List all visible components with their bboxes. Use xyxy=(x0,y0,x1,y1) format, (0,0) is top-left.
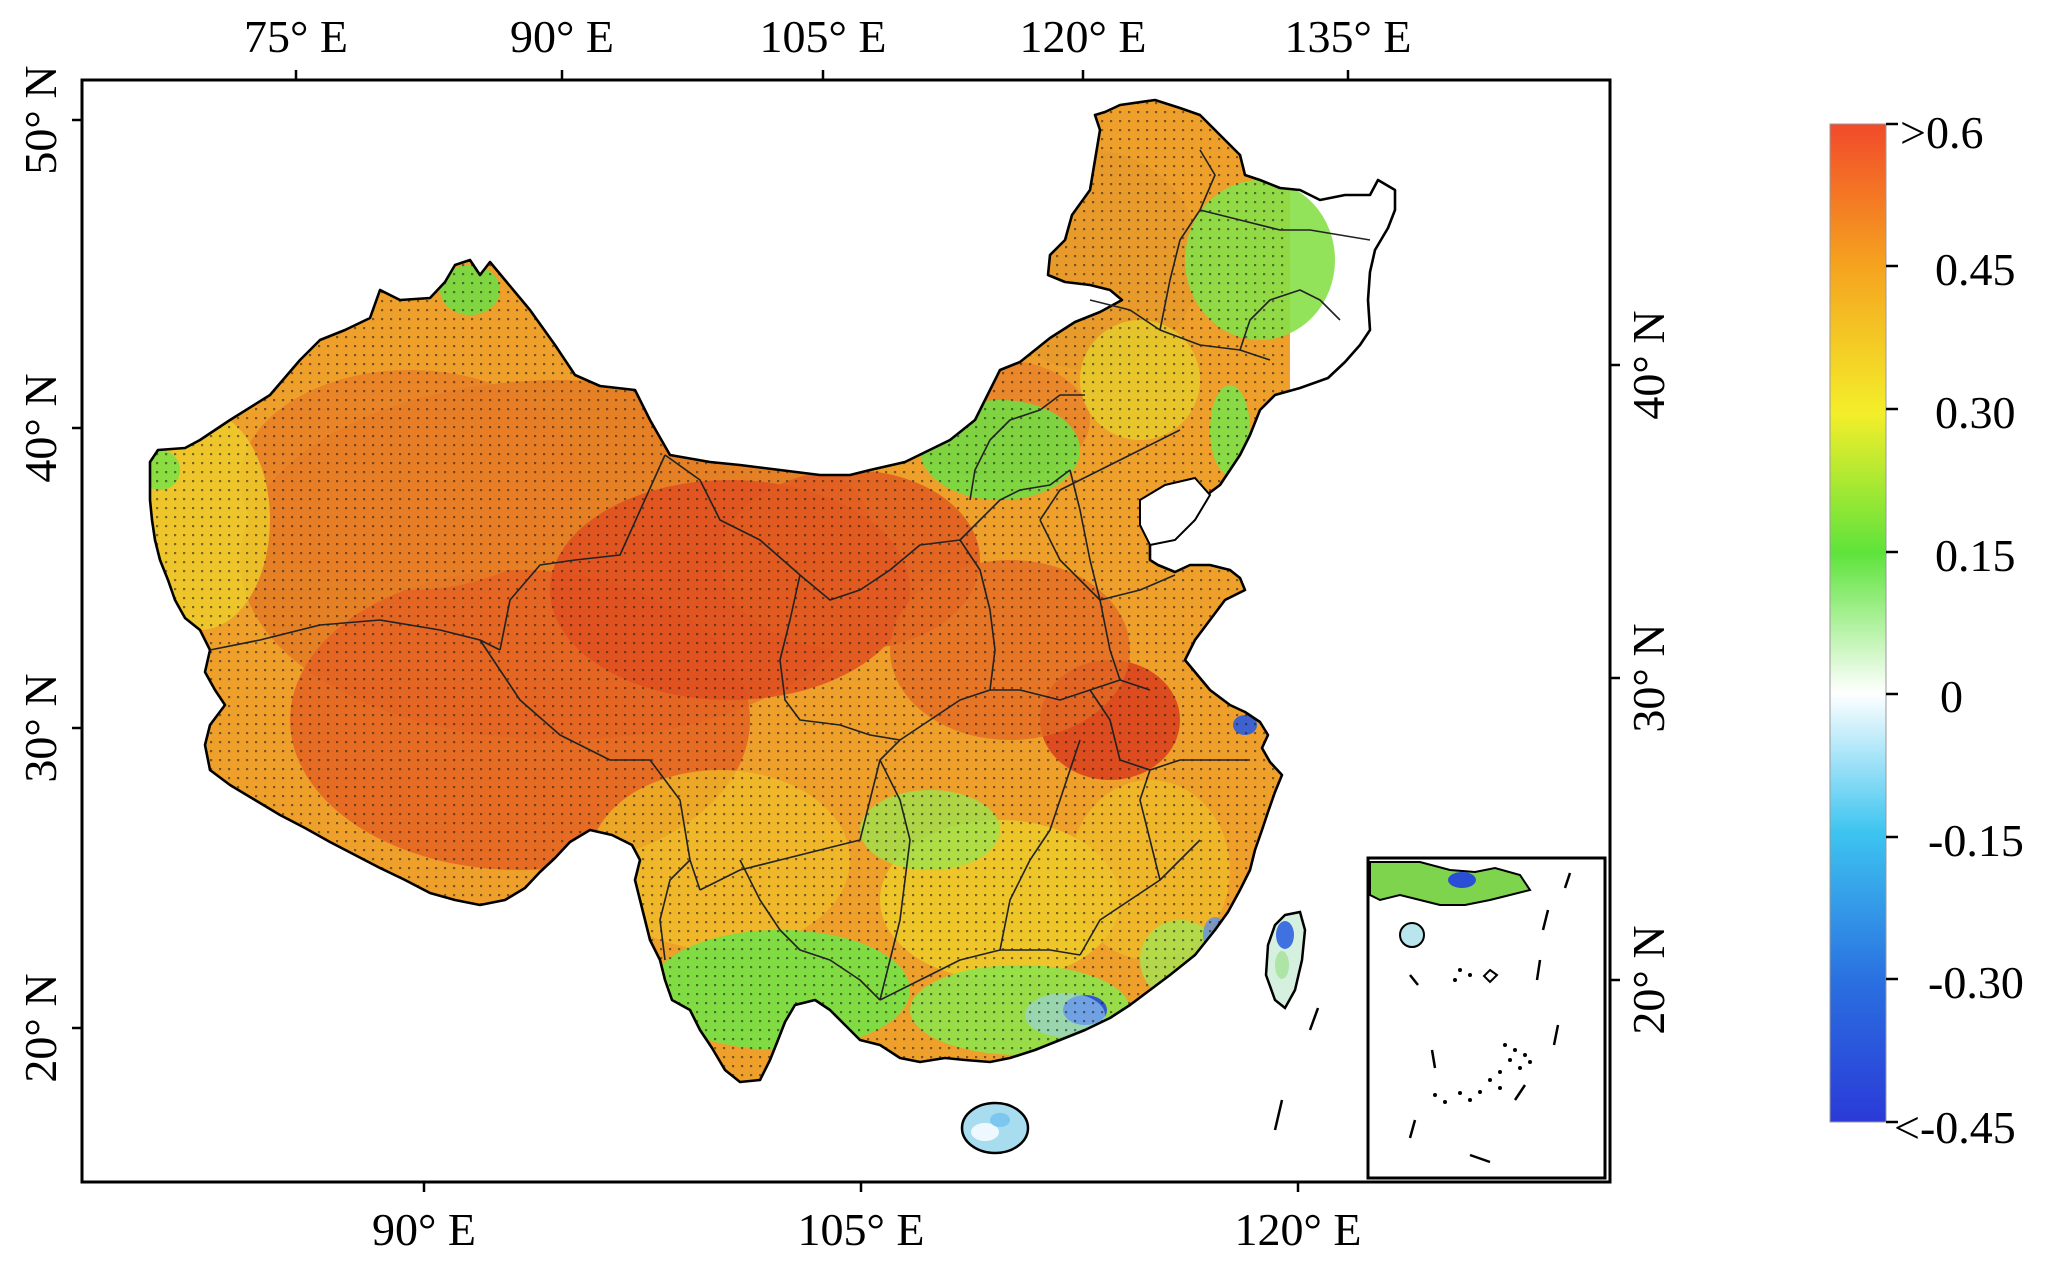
colorbar-label: 0 xyxy=(1940,671,1963,722)
right-lat-label: 20° N xyxy=(1623,925,1674,1034)
top-lon-label: 75° E xyxy=(244,11,348,62)
right-axis: 40° N 30° N 20° N xyxy=(1610,310,1674,1035)
colorbar-label: -0.15 xyxy=(1928,815,2024,866)
left-lat-label: 50° N xyxy=(15,65,66,174)
left-lat-label: 30° N xyxy=(15,673,66,782)
colorbar-label: >0.6 xyxy=(1900,107,1983,158)
bottom-lon-label: 120° E xyxy=(1235,1204,1362,1255)
dash-line xyxy=(1308,1007,1320,1031)
colorbar: >0.6 0.45 0.30 0.15 0 -0.15 -0.30 <-0.45 xyxy=(1829,107,2024,1153)
map-frame xyxy=(80,78,1612,1184)
taiwan-island xyxy=(1264,910,1307,1010)
top-lon-label: 120° E xyxy=(1020,11,1147,62)
bohai-sea xyxy=(1139,476,1212,547)
colorbar-label: 0.30 xyxy=(1935,387,2016,438)
colorbar-gradient xyxy=(1829,123,1887,1123)
left-axis: 50° N 40° N 30° N 20° N xyxy=(15,65,82,1083)
hainan-island xyxy=(960,1101,1030,1155)
left-lat-label: 20° N xyxy=(15,973,66,1082)
top-lon-label: 105° E xyxy=(760,11,887,62)
left-lat-label: 40° N xyxy=(15,373,66,482)
south-china-sea-inset xyxy=(1366,856,1607,1180)
bottom-lon-label: 90° E xyxy=(372,1204,476,1255)
province-boundaries xyxy=(209,149,1371,1001)
top-axis: 75° E 90° E 105° E 120° E 135° E xyxy=(244,11,1412,80)
colorbar-label: <-0.45 xyxy=(1894,1102,2016,1153)
bottom-axis: 90° E 105° E 120° E xyxy=(372,1182,1362,1255)
colorbar-label: 0.45 xyxy=(1935,244,2016,295)
china-heatmap xyxy=(150,100,1335,1082)
colorbar-label: 0.15 xyxy=(1935,530,2016,581)
dash-line xyxy=(1273,1099,1284,1131)
right-lat-label: 30° N xyxy=(1623,623,1674,732)
right-lat-label: 40° N xyxy=(1623,310,1674,419)
top-lon-label: 135° E xyxy=(1285,11,1412,62)
bottom-lon-label: 105° E xyxy=(798,1204,925,1255)
colorbar-label: -0.30 xyxy=(1928,957,2024,1008)
top-lon-label: 90° E xyxy=(510,11,614,62)
